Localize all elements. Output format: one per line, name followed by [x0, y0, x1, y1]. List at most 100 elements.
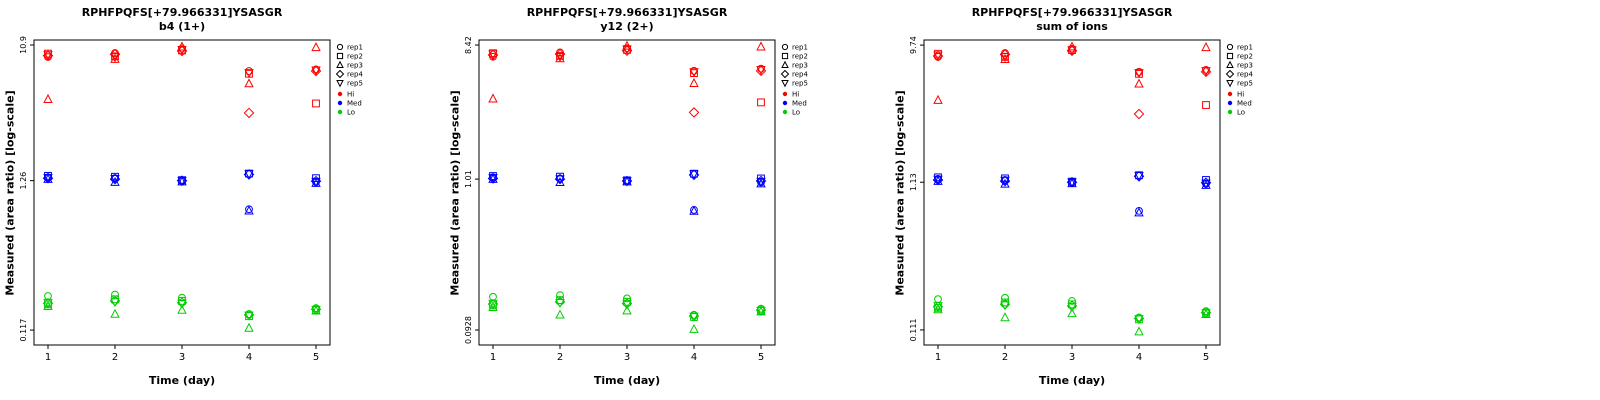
legend-marker-rep5 [336, 80, 344, 88]
marker-lo-rep1-day4 [1135, 313, 1143, 322]
legend-dot-lo [1227, 109, 1233, 115]
marker-lo-rep5-day1 [43, 298, 53, 308]
legend-dot-med [337, 100, 343, 106]
legend-marker-rep3 [336, 60, 344, 68]
marker-hi-rep4-day5 [755, 65, 767, 77]
legend-dot-med [1227, 100, 1233, 106]
legend-label-hi: Hi [347, 91, 354, 99]
marker-hi-rep4-day2 [554, 48, 566, 60]
marker-lo-rep5-day5 [311, 305, 321, 315]
y-tick-label: 0.117 [19, 319, 28, 342]
x-tick-label: 5 [758, 352, 764, 363]
marker-med-rep3-day4 [1134, 207, 1144, 217]
marker-med-rep5-day3 [177, 176, 187, 186]
marker-lo-rep3-day2 [110, 308, 120, 318]
legend-label-med: Med [1237, 100, 1252, 108]
legend-label-rep5: rep5 [347, 80, 363, 88]
legend-marker-rep5 [1226, 80, 1234, 88]
marker-hi-rep5-day1 [43, 51, 53, 61]
legend-marker-rep4 [780, 69, 790, 79]
panel-title: RPHFPQFS[+79.966331]YSASGR [971, 6, 1173, 19]
marker-hi-rep4-day3 [621, 45, 633, 56]
marker-hi-rep4-day4 [1133, 108, 1145, 120]
x-tick-label: 3 [624, 352, 630, 363]
marker-hi-rep5-day3 [177, 46, 187, 56]
legend-label-lo: Lo [792, 109, 800, 117]
panel-titles: RPHFPQFS[+79.966331]YSASGR y12 (2+) [479, 6, 775, 34]
legend-marker-rep5 [781, 80, 789, 88]
marker-med-rep5-day2 [110, 174, 120, 185]
plot-box [33, 39, 331, 346]
legend-label-rep2: rep2 [792, 53, 808, 61]
panel-titles: RPHFPQFS[+79.966331]YSASGR sum of ions [924, 6, 1220, 34]
marker-hi-rep5-day4 [1134, 69, 1144, 79]
marker-med-rep5-day5 [1201, 179, 1211, 189]
panel-y12: RPHFPQFS[+79.966331]YSASGR y12 (2+) Meas… [445, 0, 890, 400]
legend-label-rep2: rep2 [1237, 53, 1253, 61]
marker-lo-rep1-day2 [556, 291, 564, 300]
x-tick-label: 1 [45, 352, 51, 363]
marker-hi-rep3-day2 [1000, 53, 1010, 63]
marker-lo-rep5-day3 [622, 300, 632, 310]
x-tick-label: 5 [313, 352, 319, 363]
legend-marker-rep1 [336, 43, 344, 51]
legend-marker-rep3 [1226, 60, 1234, 68]
y-tick-label: 1.13 [909, 173, 918, 191]
y-tick-label: 1.01 [464, 170, 473, 188]
marker-lo-rep3-day2 [1000, 312, 1010, 322]
legend-marker-rep1 [1226, 43, 1234, 51]
marker-med-rep5-day5 [756, 177, 766, 187]
marker-hi-rep4-day3 [176, 45, 188, 57]
panel-title: RPHFPQFS[+79.966331]YSASGR [526, 6, 728, 19]
legend-label-hi: Hi [1237, 91, 1244, 99]
marker-med-rep5-day2 [1000, 176, 1010, 186]
legend-label-rep5: rep5 [1237, 80, 1253, 88]
x-tick-label: 2 [1002, 352, 1008, 363]
legend-label-rep1: rep1 [792, 44, 808, 52]
legend-label-rep3: rep3 [1237, 62, 1253, 70]
x-tick-label: 1 [935, 352, 941, 363]
marker-hi-rep1-day5 [1202, 65, 1210, 74]
marker-med-rep5-day4 [244, 170, 254, 180]
legend-marker-rep4 [1225, 69, 1235, 79]
marker-hi-rep5-day5 [756, 65, 766, 76]
panel-subtitle: sum of ions [1036, 19, 1108, 33]
marker-lo-rep1-day2 [1001, 293, 1009, 302]
legend-label-lo: Lo [1237, 109, 1245, 117]
marker-hi-rep3-day5 [311, 42, 321, 52]
marker-hi-rep4-day4 [688, 107, 700, 118]
marker-hi-rep5-day3 [622, 45, 632, 55]
y-tick-label: 0.111 [909, 318, 918, 341]
marker-lo-rep5-day2 [1000, 301, 1010, 311]
legend-label-rep3: rep3 [347, 62, 363, 70]
panel-titles: RPHFPQFS[+79.966331]YSASGR b4 (1+) [34, 6, 330, 34]
marker-hi-rep3-day5 [756, 41, 766, 51]
legend-dot-lo [782, 109, 788, 115]
y-tick-label: 0.0928 [464, 316, 473, 344]
legend-marker-rep2 [336, 52, 344, 60]
legend-marker-rep3 [781, 60, 789, 68]
marker-med-rep5-day4 [689, 170, 699, 180]
x-tick-label: 3 [179, 352, 185, 363]
marker-hi-rep3-day1 [488, 93, 498, 103]
marker-hi-rep5-day2 [1000, 53, 1010, 63]
marker-med-rep5-day3 [1067, 178, 1077, 188]
marker-hi-rep3-day1 [933, 94, 943, 104]
panel-subtitle: y12 (2+) [600, 19, 654, 33]
panel-title: RPHFPQFS[+79.966331]YSASGR [81, 6, 283, 19]
marker-lo-rep3-day4 [1134, 326, 1144, 336]
legend-label-lo: Lo [347, 109, 355, 117]
legend-label-hi: Hi [792, 91, 799, 99]
marker-hi-rep5-day5 [1201, 67, 1211, 77]
marker-hi-rep5-day3 [1067, 46, 1077, 56]
marker-lo-rep5-day5 [1201, 309, 1211, 319]
marker-hi-rep3-day3 [1067, 41, 1077, 51]
x-axis-label: Time (day) [1038, 374, 1106, 387]
marker-hi-rep5-day1 [488, 50, 498, 60]
marker-hi-rep5-day4 [689, 68, 699, 78]
legend-label-rep3: rep3 [792, 62, 808, 70]
marker-hi-rep3-day1 [43, 93, 53, 103]
marker-med-rep5-day4 [1134, 172, 1144, 182]
